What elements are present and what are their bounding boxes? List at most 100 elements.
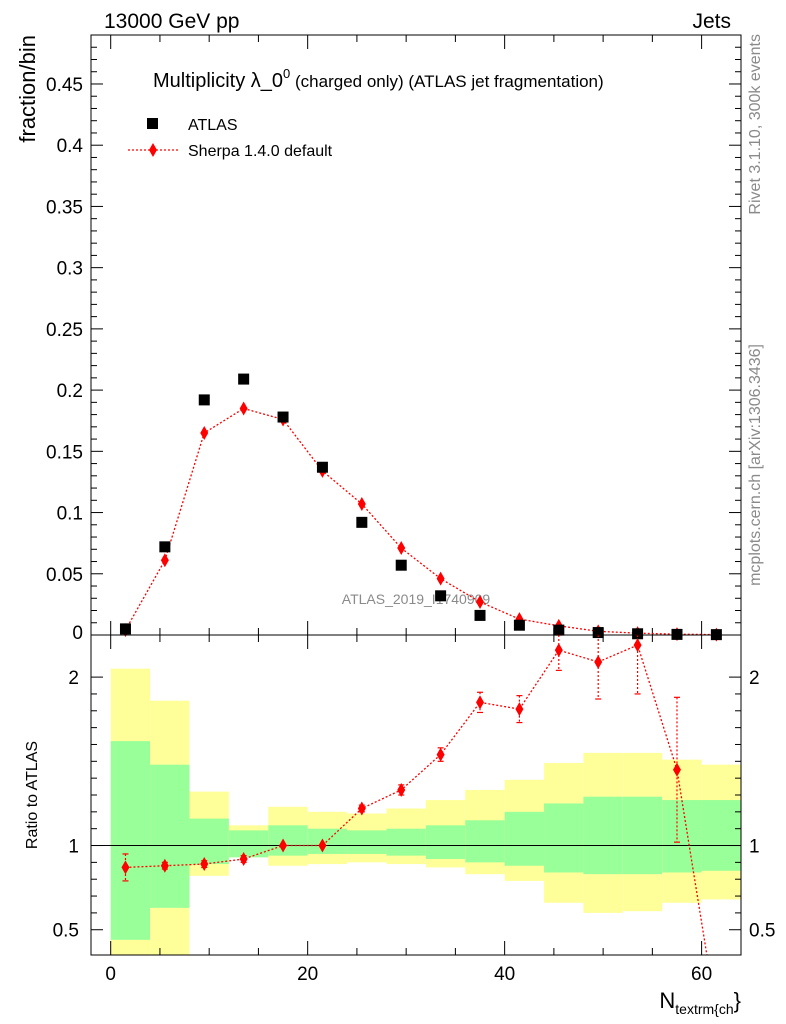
mc-point: [239, 401, 248, 416]
ratio-band-inner: [150, 764, 190, 908]
mc-point: [476, 594, 485, 609]
main-y-tick-label: 0.15: [46, 442, 83, 463]
ratio-band-inner: [386, 828, 426, 856]
ratio-y-tick-label: 1: [68, 837, 79, 858]
x-tick-label: 60: [691, 964, 712, 985]
x-axis-label: Ntextrm{ch}: [659, 988, 741, 1017]
data-point: [671, 628, 683, 640]
main-panel: 0.05 0.1 0.15 0.2 0.25 0.3 0.35 0.4 0.45 0 fracti…: [15, 34, 742, 644]
data-point: [238, 373, 250, 385]
mc-point: [397, 541, 406, 556]
data-point: [198, 394, 210, 406]
x-axis-label-sub: textrm{ch: [675, 1001, 733, 1017]
x-axis-label-close: }: [734, 988, 741, 1013]
data-point: [592, 627, 604, 639]
title-tail: (charged only) (ATLAS jet fragmentation): [290, 72, 603, 91]
ratio-y-ticks: 0.5 0.5 1 1 2 2: [53, 668, 776, 942]
mc-point: [436, 571, 445, 586]
main-y-tick-label: 0.35: [46, 197, 83, 218]
main-y-ticks: 0.05 0.1 0.15 0.2 0.25 0.3 0.35 0.4 0.45 0: [46, 46, 741, 644]
ratio-band-inner: [622, 796, 663, 875]
ratio-mc-point: [279, 838, 288, 853]
category-label: Jets: [692, 10, 731, 33]
data-point: [632, 628, 644, 640]
legend: ATLAS Sherpa 1.4.0 default: [128, 117, 333, 160]
ratio-band-inner: [465, 820, 505, 863]
data-point: [513, 619, 525, 631]
mc-point: [200, 425, 209, 440]
plot-title: Multiplicity λ_00 (charged only) (ATLAS …: [153, 66, 604, 92]
ratio-uncertainty-bands: [110, 668, 741, 955]
ratio-mc-point: [200, 857, 209, 872]
ratio-y-axis-label: Ratio to ATLAS: [24, 741, 41, 849]
ratio-mc-point: [121, 860, 130, 875]
main-y-axis-label: fraction/bin: [15, 35, 40, 143]
ratio-mc-point: [239, 852, 248, 866]
ratio-mc-point: [672, 762, 681, 777]
data-point: [356, 516, 368, 528]
x-tick-label: 40: [494, 964, 515, 985]
legend-data-label: ATLAS: [188, 117, 238, 134]
mc-point: [357, 496, 366, 511]
ratio-mc-point: [436, 747, 445, 762]
data-point: [435, 590, 447, 602]
data-point: [395, 559, 407, 571]
analysis-watermark: ATLAS_2019_I1740909: [342, 591, 491, 607]
ratio-band-inner: [662, 800, 702, 873]
ratio-y-tick-label-right: 0.5: [749, 921, 775, 942]
ratio-band-inner: [583, 796, 623, 875]
data-point: [553, 624, 565, 636]
ratio-band-inner: [544, 803, 584, 873]
ratio-mc-point: [160, 858, 169, 873]
ratio-band-inner: [504, 811, 545, 866]
ratio-mc-point: [357, 801, 366, 816]
ratio-band-inner: [268, 825, 308, 856]
main-data-series: [119, 373, 722, 641]
rivet-info: Rivet 3.1.10, 300k events: [747, 34, 764, 215]
ratio-mc-series: [121, 634, 708, 956]
ratio-band-inner: [189, 818, 229, 865]
title-sup: 0: [283, 66, 290, 81]
ratio-band-inner: [307, 828, 348, 854]
title-main: Multiplicity λ_0: [153, 70, 283, 92]
ratio-y-tick-label: 0.5: [53, 921, 79, 942]
main-y-tick-label: 0.45: [46, 75, 83, 96]
ratio-mc-point: [554, 643, 563, 658]
ratio-mc-point: [318, 838, 327, 853]
main-y-tick-label: 0.4: [57, 136, 84, 157]
main-y-tick-label: 0.05: [46, 565, 83, 586]
legend-mc-label: Sherpa 1.4.0 default: [188, 143, 333, 160]
data-point: [277, 411, 289, 423]
data-point: [316, 461, 328, 473]
ratio-band-inner: [701, 800, 741, 871]
energy-label: 13000 GeV pp: [104, 10, 239, 33]
ratio-mc-line: [125, 644, 708, 956]
x-tick-label: 20: [297, 964, 318, 985]
ratio-band-inner: [425, 825, 466, 859]
x-axis-label-main: N: [659, 988, 675, 1013]
legend-mc-marker: [149, 143, 157, 157]
main-y-tick-label: 0.1: [57, 504, 83, 525]
ratio-mc-point: [515, 702, 524, 717]
data-point: [159, 541, 171, 553]
mc-point: [160, 553, 169, 568]
ratio-x-ticks: 0 20 40 60: [105, 635, 712, 985]
main-y-tick-label: 0.2: [57, 381, 83, 402]
ratio-y-tick-label-right: 1: [749, 837, 760, 858]
legend-data-marker: [147, 118, 158, 129]
ratio-y-tick-label-right: 2: [749, 668, 760, 689]
ratio-panel: 0.5 0.5 1 1 2 2 0 20 40 60 Ratio to ATLAS: [24, 634, 776, 985]
ratio-y-tick-label: 2: [68, 668, 79, 689]
mcplots-info: mcplots.cern.ch [arXiv:1306.3436]: [747, 344, 764, 586]
ratio-band-inner: [228, 830, 269, 858]
main-y-tick-label: 0.25: [46, 320, 83, 341]
main-x-ticks: [110, 35, 703, 635]
main-y-tick-label: 0.3: [57, 259, 83, 280]
ratio-mc-point: [397, 782, 406, 797]
ratio-mc-point: [633, 638, 642, 653]
ratio-mc-point: [476, 695, 485, 710]
ratio-band-inner: [110, 741, 151, 940]
ratio-mc-point: [594, 654, 603, 669]
data-point: [119, 623, 131, 635]
